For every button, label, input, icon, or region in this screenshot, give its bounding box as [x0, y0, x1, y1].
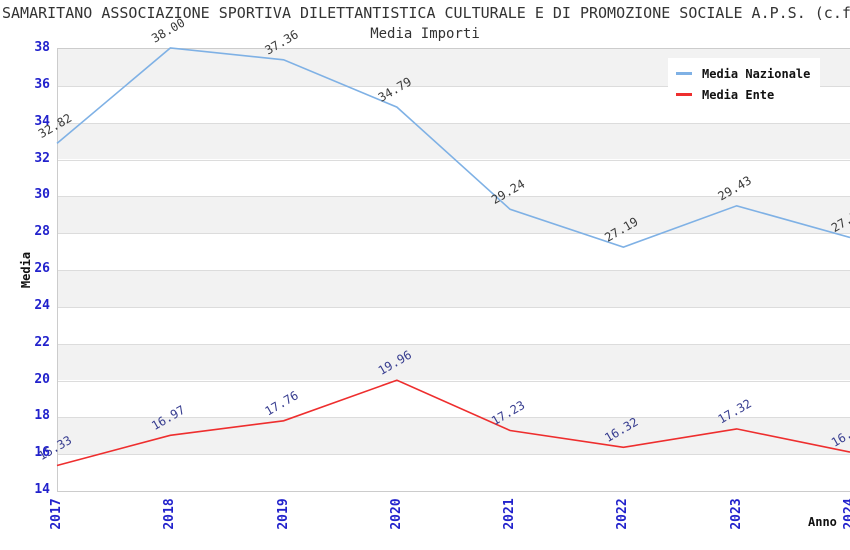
x-tick-label: 2019: [275, 498, 291, 530]
plot-band: [58, 122, 850, 160]
gridline: [58, 196, 850, 197]
chart-title: SAMARITANO ASSOCIAZIONE SPORTIVA DILETTA…: [2, 4, 850, 22]
y-axis-title: Media: [19, 251, 33, 289]
data-point-label: 29.43: [716, 173, 754, 203]
y-tick-label: 36: [34, 76, 50, 92]
chart-subtitle: Media Importi: [370, 26, 480, 42]
data-point-label: 16.32: [602, 415, 640, 445]
x-tick-label: 2018: [162, 498, 178, 530]
x-tick-label: 2020: [388, 498, 404, 530]
plot-band: [58, 417, 850, 455]
y-tick-label: 20: [34, 371, 50, 387]
plot-band: [58, 306, 850, 344]
data-point-label: 27.71: [829, 205, 850, 235]
plot-band: [58, 196, 850, 234]
data-point-label: 17.76: [262, 388, 300, 418]
gridline: [58, 233, 850, 234]
data-point-label: 27.19: [602, 215, 640, 245]
plot-band: [58, 233, 850, 270]
series-line-media-ente: [56, 379, 850, 467]
data-point-label: 34.79: [376, 75, 414, 105]
data-point-label: 17.32: [716, 396, 754, 426]
x-tick-label: 2024: [842, 498, 850, 530]
y-tick-label: 34: [34, 113, 50, 129]
plot-band: [58, 343, 850, 381]
plot-band: [58, 380, 850, 418]
y-tick-label: 28: [34, 224, 50, 240]
plot-band: [58, 270, 850, 307]
x-axis-title: Anno: [808, 515, 837, 529]
y-tick-label: 26: [34, 261, 50, 276]
gridline: [58, 123, 850, 124]
data-point-label: 19.96: [376, 348, 414, 378]
gridline: [58, 160, 850, 161]
data-point-label: 16.97: [149, 403, 187, 433]
series-line-media-nazionale: [56, 47, 850, 248]
y-tick-label: 24: [34, 297, 50, 313]
y-tick-label: 14: [34, 482, 50, 497]
x-tick-label: 2023: [728, 498, 744, 530]
legend-item-media-ente: Media Ente: [676, 84, 810, 105]
data-point-label: 29.24: [489, 177, 527, 207]
media-ente-line-swatch-icon: [676, 93, 692, 96]
x-tick-label: 2017: [49, 498, 64, 530]
plot-band: [58, 159, 850, 197]
plot-area: [57, 48, 850, 492]
legend-label: Media Ente: [702, 87, 775, 102]
gridline: [58, 417, 850, 418]
gridline: [58, 344, 850, 345]
gridline: [58, 270, 850, 271]
y-tick-label: 32: [34, 150, 50, 166]
y-tick-label: 30: [34, 187, 50, 203]
data-point-label: 17.23: [489, 398, 527, 428]
data-point-label: 16.06: [829, 420, 850, 450]
chart-legend: Media Nazionale Media Ente: [668, 58, 821, 110]
x-tick-label: 2021: [502, 498, 518, 530]
y-tick-label: 22: [34, 334, 50, 350]
legend-item-media-nazionale: Media Nazionale: [676, 63, 810, 84]
gridline: [58, 86, 850, 87]
gridline: [58, 381, 850, 382]
gridline: [58, 454, 850, 455]
x-tick-label: 2022: [615, 498, 631, 530]
gridline: [58, 307, 850, 308]
y-tick-label: 38: [34, 40, 50, 55]
plot-band: [58, 454, 850, 491]
legend-label: Media Nazionale: [702, 66, 811, 81]
y-tick-label: 18: [34, 408, 50, 424]
media-nazionale-line-swatch-icon: [676, 72, 692, 75]
y-tick-label: 16: [34, 445, 50, 461]
